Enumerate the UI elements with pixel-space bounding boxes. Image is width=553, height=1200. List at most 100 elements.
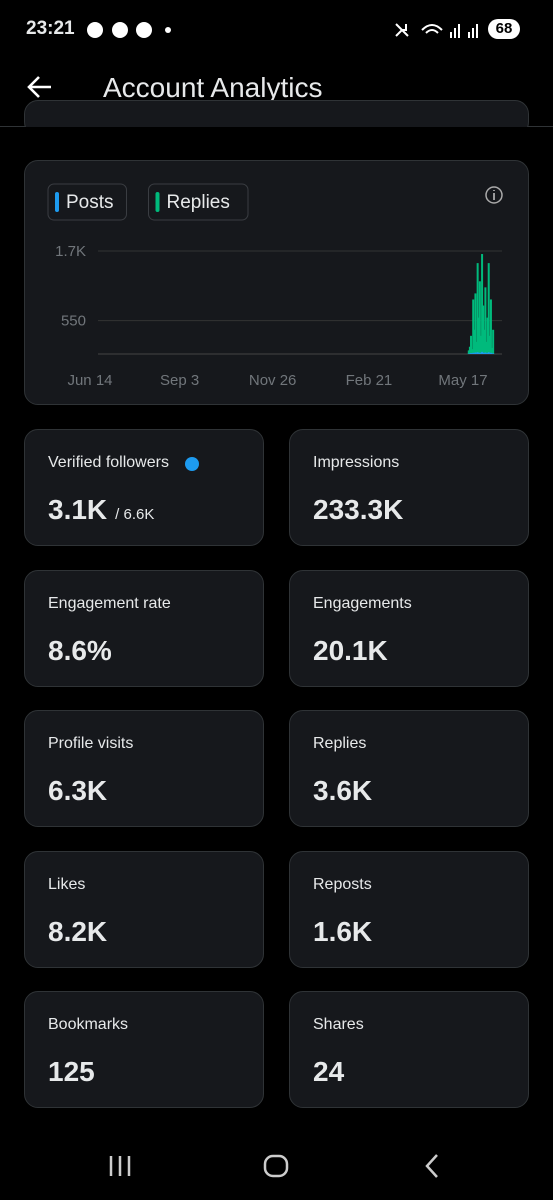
stat-label: Impressions	[313, 454, 400, 471]
chart: Posts Replies 550 1.7K Jun 14 Sep 3 Nov 26 Feb …	[47, 183, 503, 389]
stat-value: 20.1K	[313, 635, 388, 667]
bar	[487, 263, 490, 354]
bar	[473, 329, 476, 354]
chart-card: Posts Replies 550 1.7K Jun 14 Sep 3 Nov 26 Feb …	[24, 160, 529, 405]
stat-number: 3.1K	[48, 494, 108, 525]
bar	[475, 341, 478, 354]
stat-label: Profile visits	[48, 735, 134, 752]
bar	[474, 352, 477, 354]
stat-number: 24	[313, 1056, 345, 1087]
stat-card: Impressions 233.3K	[289, 429, 529, 546]
info-icon[interactable]	[485, 186, 503, 204]
bar	[478, 281, 481, 354]
y-tick-label: 1.7K	[55, 243, 86, 260]
bar	[479, 335, 482, 354]
bar	[473, 353, 476, 354]
bar	[489, 299, 492, 354]
bar	[470, 335, 473, 354]
bar	[482, 305, 485, 354]
home-button[interactable]	[263, 1154, 289, 1178]
bar	[483, 353, 486, 354]
bar	[484, 287, 487, 354]
bar	[486, 353, 489, 354]
stat-card: Engagement rate 8.6%	[24, 569, 264, 687]
x-tick-label: Feb 21	[346, 372, 393, 389]
stat-number: 233.3K	[313, 494, 404, 525]
stat-label: Replies	[313, 735, 367, 752]
bar	[472, 352, 475, 354]
stat-card: Replies 3.6K	[289, 710, 529, 827]
x-tick-label: Nov 26	[249, 372, 297, 389]
stat-label: Verified followers	[48, 454, 169, 471]
bar	[479, 353, 482, 354]
back-button[interactable]	[26, 74, 54, 100]
bar	[485, 353, 488, 354]
stat-card: Likes 8.2K	[24, 850, 264, 968]
bar	[491, 347, 494, 354]
stat-number: 1.6K	[313, 915, 373, 947]
signal-icons	[395, 23, 478, 38]
stat-value: 8.6%	[48, 635, 112, 667]
bar	[481, 254, 484, 354]
stat-label: Reposts	[313, 875, 372, 893]
stat-card: Bookmarks 125	[24, 991, 264, 1108]
stat-card: Verified followers 3.1K / 6.6K	[24, 429, 264, 546]
x-tick-label: May 17	[438, 372, 487, 389]
stat-value: 1.6K	[313, 916, 372, 948]
stat-total: / 6.6K	[115, 506, 155, 523]
stat-value: 125	[48, 1056, 95, 1088]
bar	[474, 293, 477, 354]
legend-label: Posts	[66, 192, 114, 213]
stat-value: 3.1K / 6.6K	[48, 494, 154, 526]
legend-box	[148, 183, 249, 221]
verified-icon	[185, 457, 199, 471]
stat-label: Bookmarks	[48, 1016, 129, 1033]
x-tick-label: Sep 3	[160, 372, 199, 389]
stat-value: 8.2K	[48, 916, 107, 948]
status-icons	[87, 22, 171, 38]
bar	[477, 353, 480, 354]
bar	[476, 352, 479, 354]
stat-label: Engagement rate	[48, 594, 171, 612]
stat-number: 6.3K	[48, 775, 108, 806]
bar	[481, 351, 484, 354]
bar	[471, 349, 474, 354]
stat-value: 6.3K	[48, 775, 107, 807]
bar	[489, 352, 492, 354]
stat-value: 24	[313, 1056, 344, 1088]
bar	[476, 263, 479, 354]
bar	[472, 299, 475, 354]
stat-label: Engagements	[313, 594, 412, 612]
legend-box	[47, 183, 127, 221]
bar	[492, 353, 495, 354]
bar	[484, 352, 487, 354]
battery: 68	[488, 19, 520, 39]
bar	[488, 353, 491, 354]
bar	[467, 350, 470, 354]
mask	[0, 127, 553, 137]
stat-label: Shares	[313, 1016, 364, 1033]
stat-value: 3.6K	[313, 775, 372, 807]
stat-card: Profile visits 6.3K	[24, 710, 264, 827]
page-title: Account Analytics	[103, 72, 323, 103]
y-tick-label: 550	[61, 313, 86, 330]
bar	[468, 346, 471, 354]
nav-bar	[109, 1154, 438, 1178]
recents-button[interactable]	[109, 1156, 131, 1176]
bar	[487, 352, 490, 354]
stat-value: 233.3K	[313, 494, 403, 526]
bar	[477, 317, 480, 354]
stat-card: Reposts 1.6K	[289, 850, 529, 968]
stat-number: 20.1K	[313, 634, 388, 666]
legend-swatch	[55, 192, 59, 212]
status-time: 23:21	[26, 18, 75, 39]
x-tick-label: Jun 14	[67, 372, 112, 389]
legend-label: Replies	[167, 192, 230, 213]
stat-number: 8.6%	[48, 634, 112, 666]
stat-card: Shares 24	[289, 991, 529, 1108]
stat-number: 8.2K	[48, 915, 108, 947]
bar	[468, 353, 471, 354]
back-nav-button[interactable]	[425, 1154, 438, 1178]
